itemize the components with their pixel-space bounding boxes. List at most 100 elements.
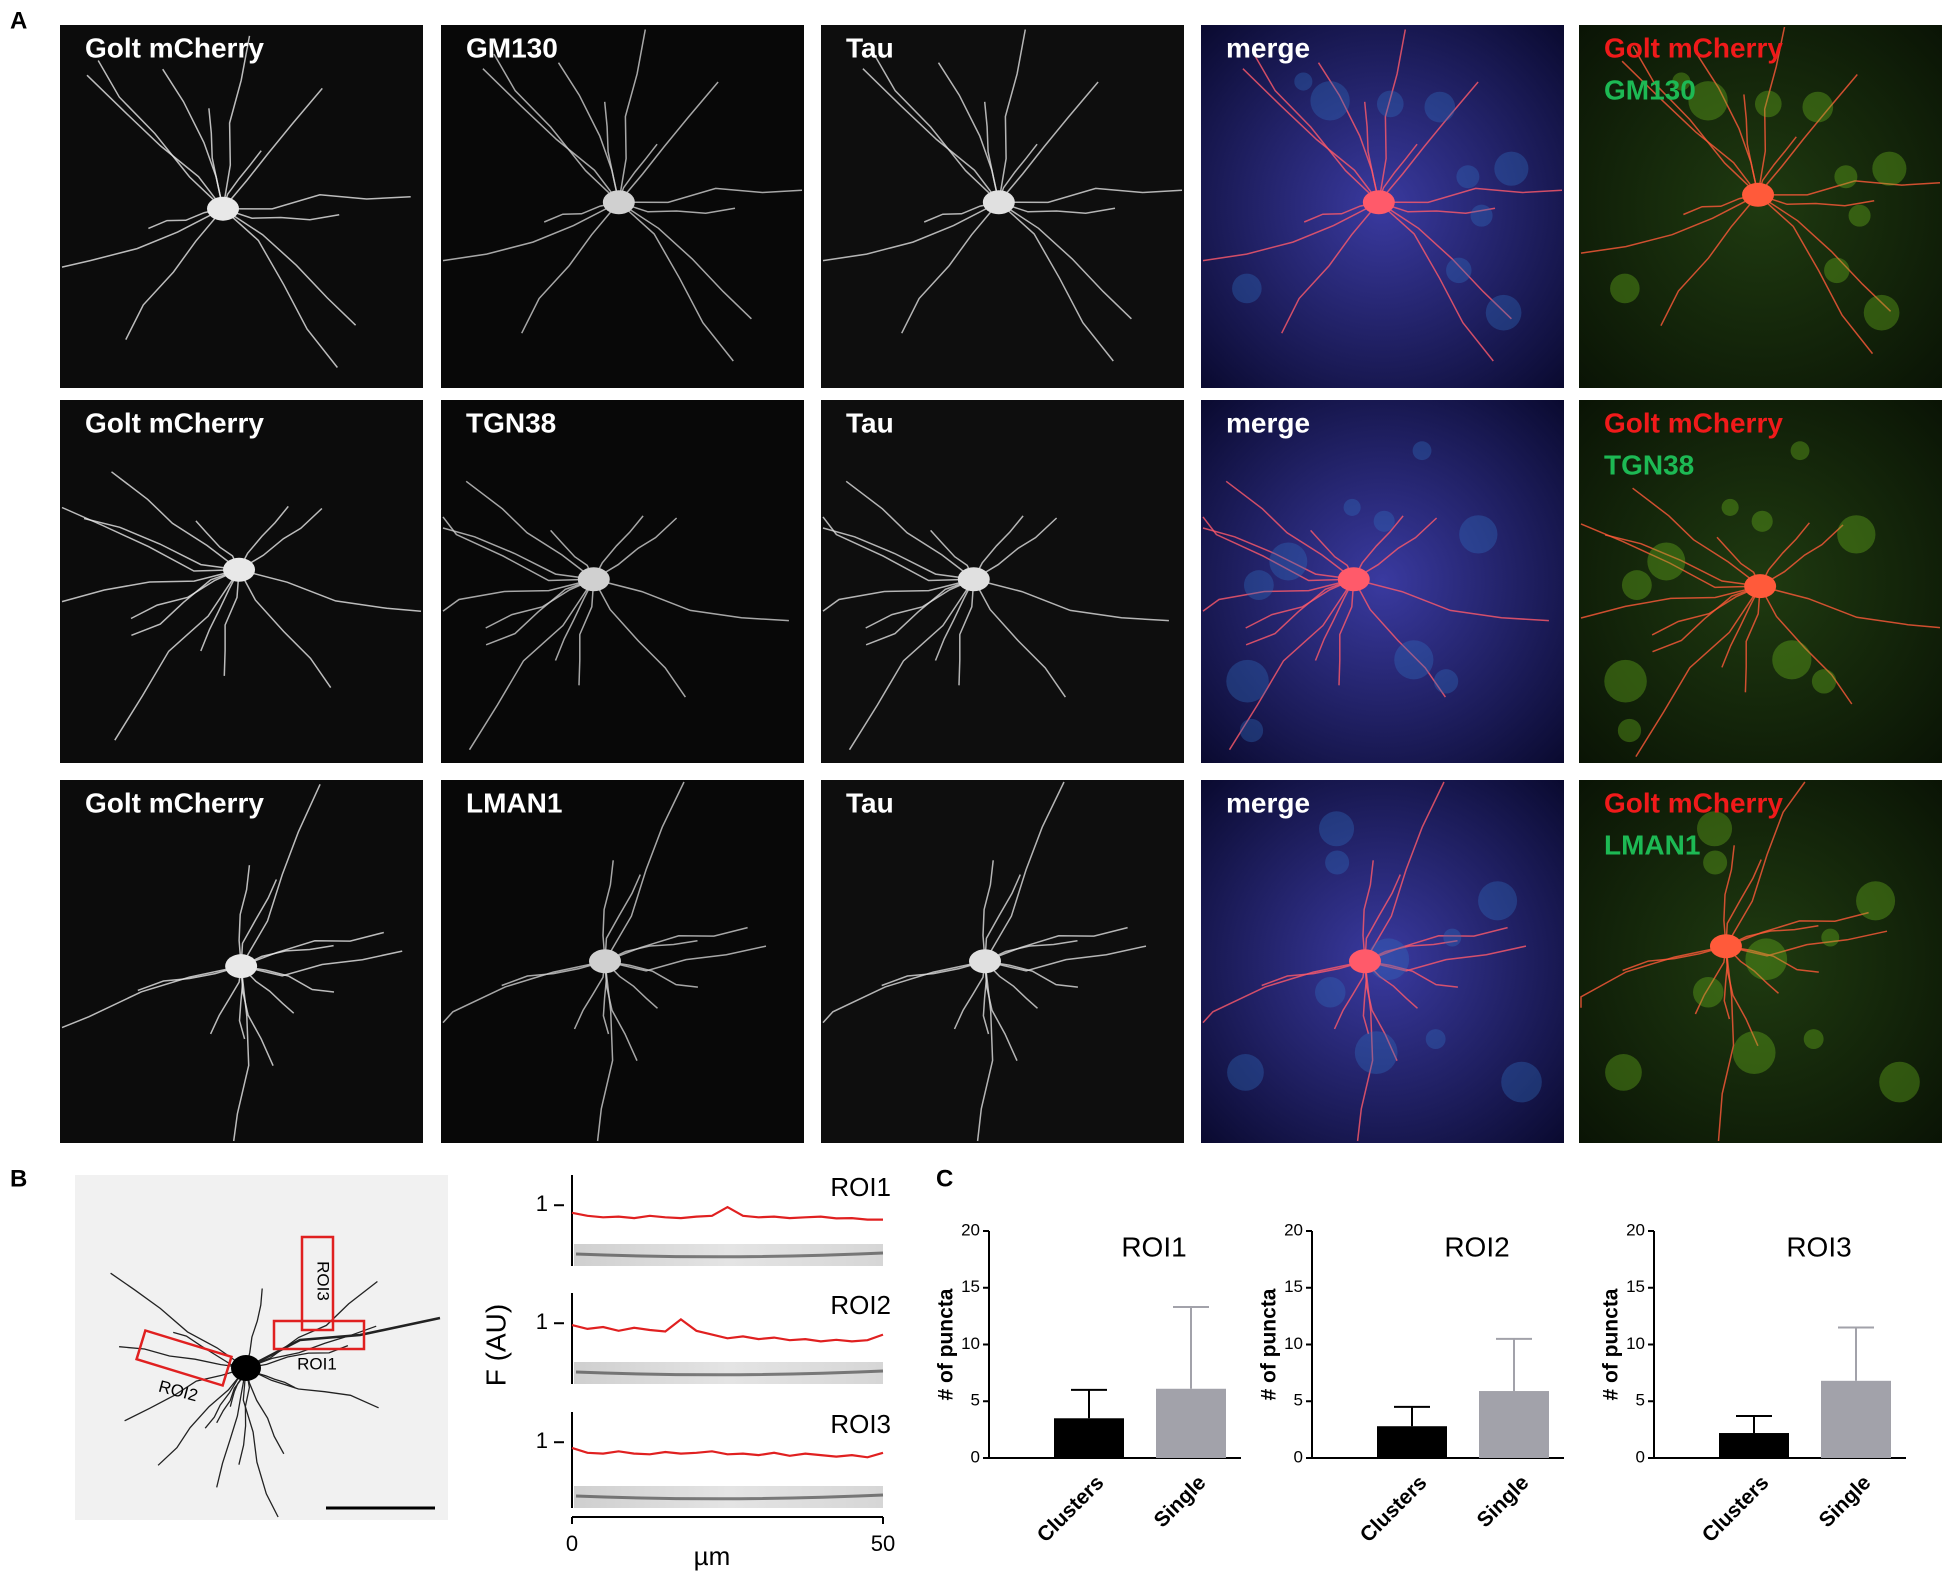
- neurite: [973, 578, 1169, 622]
- image-label: Golt mCherry: [1604, 407, 1783, 438]
- neurite: [973, 517, 1058, 580]
- neurite: [1660, 194, 1759, 327]
- neurite: [222, 208, 338, 368]
- line-scan-strip: [574, 1362, 883, 1384]
- x-tick-label: 50: [871, 1531, 895, 1556]
- blob: [1232, 273, 1262, 304]
- micrograph: [821, 780, 1184, 1143]
- blob: [1605, 1054, 1642, 1091]
- soma: [602, 190, 635, 215]
- neurite: [442, 201, 620, 262]
- neurite: [1338, 579, 1355, 686]
- roi-box: [272, 1319, 366, 1351]
- neurite: [468, 578, 595, 751]
- blob: [1802, 91, 1834, 123]
- profile-line: [571, 1446, 884, 1459]
- neurite: [865, 578, 975, 646]
- neurite: [604, 960, 698, 988]
- neurite: [1632, 46, 1759, 196]
- neurite: [240, 950, 403, 977]
- x-tick-label: Clusters: [1698, 1471, 1774, 1547]
- neurite: [245, 1316, 441, 1370]
- neurite: [222, 87, 323, 210]
- blob: [1751, 510, 1773, 532]
- neurite: [1580, 585, 1761, 619]
- neurite: [1759, 585, 1941, 629]
- micrograph: [1579, 780, 1942, 1143]
- neurite: [982, 961, 990, 1035]
- neurite: [982, 860, 994, 962]
- blob: [1834, 165, 1858, 189]
- chart-title: ROI2: [1444, 1231, 1509, 1262]
- roi-box: [135, 1328, 233, 1388]
- image-label: TGN38: [466, 407, 556, 438]
- micrograph: [1201, 400, 1564, 763]
- neurite: [1202, 516, 1354, 582]
- neurite: [111, 471, 240, 571]
- blob: [1754, 90, 1782, 118]
- blob: [1478, 881, 1518, 921]
- x-tick-label: Clusters: [1033, 1471, 1109, 1547]
- blob: [1610, 273, 1640, 304]
- blob: [1376, 90, 1404, 118]
- blob: [1721, 498, 1739, 516]
- blob: [1494, 151, 1529, 186]
- neurite: [1242, 68, 1380, 203]
- y-axis-label: # of puncta: [935, 1288, 958, 1400]
- neuron-sketch: [61, 35, 411, 368]
- image-label: merge: [1226, 407, 1310, 438]
- neurite: [97, 60, 224, 210]
- neurite: [998, 81, 1099, 203]
- neurite: [604, 926, 748, 962]
- chart-title: ROI1: [1121, 1231, 1186, 1262]
- neurite: [240, 783, 321, 967]
- blob: [1501, 1061, 1542, 1103]
- neurite: [618, 29, 647, 203]
- series-title: ROI1: [830, 1172, 891, 1202]
- blob: [1856, 881, 1896, 921]
- blob: [1343, 498, 1361, 516]
- y-tick-label: 5: [1636, 1391, 1645, 1410]
- blob: [1803, 1029, 1824, 1050]
- neurite: [1245, 578, 1355, 629]
- neurite: [1314, 578, 1355, 661]
- line-scan-strip: [574, 1244, 883, 1266]
- bar: [1377, 1426, 1447, 1458]
- neurite: [604, 945, 767, 972]
- neurite: [130, 569, 240, 620]
- neurite: [862, 68, 1000, 203]
- blob: [1446, 257, 1472, 284]
- neurite: [1378, 187, 1563, 204]
- neurite: [604, 960, 658, 1009]
- neurite: [1378, 201, 1494, 362]
- soma: [223, 557, 256, 582]
- neurite: [937, 62, 1000, 203]
- y-axis-label: # of puncta: [1258, 1288, 1281, 1400]
- neurite: [1725, 911, 1869, 947]
- soma: [1744, 574, 1777, 599]
- bar: [1719, 1433, 1789, 1458]
- soma: [231, 1355, 261, 1381]
- neurite: [998, 29, 1027, 203]
- neurite: [1364, 926, 1508, 962]
- neurite: [493, 53, 620, 203]
- line-scan-strip: [574, 1486, 883, 1508]
- neurite: [1353, 578, 1549, 622]
- line-scan-texture: [575, 1369, 884, 1377]
- neurite: [245, 1367, 379, 1409]
- neurite: [1635, 585, 1761, 757]
- soma: [1742, 182, 1775, 207]
- neurite: [1378, 201, 1496, 215]
- neurite: [984, 926, 1128, 962]
- neuron-sketch: [1202, 781, 1542, 1142]
- neurite: [822, 516, 974, 582]
- y-tick-label: 0: [1636, 1447, 1645, 1466]
- blob: [1703, 850, 1728, 875]
- neurite: [485, 578, 595, 629]
- neurite: [901, 201, 1000, 334]
- neurite: [125, 208, 224, 340]
- neurite: [1253, 53, 1380, 203]
- neurite: [1759, 585, 1853, 705]
- neurite: [157, 1367, 247, 1466]
- neurite: [241, 965, 335, 993]
